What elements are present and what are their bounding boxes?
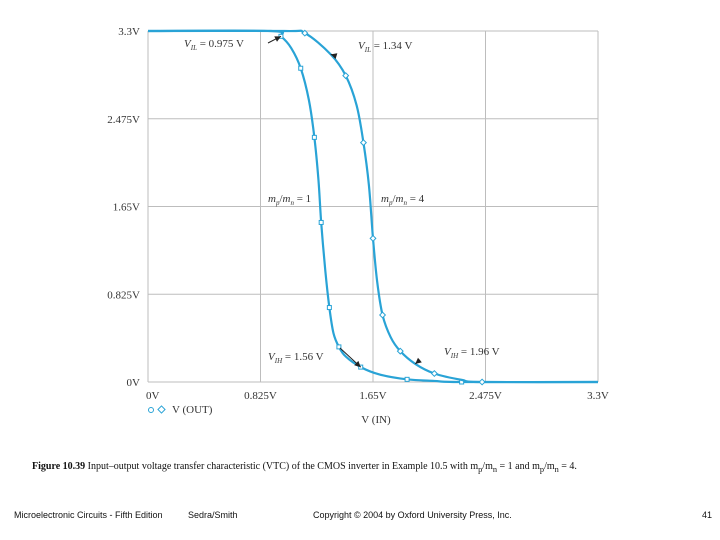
y-tick-label: 0.825V (107, 289, 140, 301)
data-marker-diamond (342, 72, 350, 80)
x-tick-labels: 0V 0.825V 1.65V 2.475V 3.3V (146, 390, 609, 402)
grid-lines (147, 30, 599, 383)
annotation-arrowhead-icon (415, 357, 422, 364)
caption-text: /m (482, 461, 493, 472)
caption-figure-number: Figure 10.39 (32, 461, 86, 472)
y-tick-label: 0V (127, 377, 141, 389)
data-marker-diamond (478, 378, 486, 386)
data-marker-square (326, 305, 332, 311)
data-marker-diamond (430, 369, 438, 378)
caption-text: Input–output voltage transfer characteri… (85, 461, 479, 472)
threshold-annotation: VIH = 1.96 V (444, 346, 500, 360)
caption-text: = 4. (558, 461, 577, 472)
annotation-arrowhead-icon (274, 36, 281, 42)
legend: V (OUT) (148, 404, 213, 416)
x-tick-label: 3.3V (587, 390, 609, 402)
annotation-arrowhead-icon (330, 53, 338, 60)
data-marker-square (404, 376, 410, 382)
caption-sub: n (492, 465, 498, 474)
caption-sub: p (539, 465, 545, 474)
data-marker-diamond (379, 311, 387, 319)
caption-text: = 1 and m (497, 461, 540, 472)
y-tick-label: 1.65V (113, 202, 140, 214)
x-axis-label: V (IN) (361, 414, 391, 426)
x-tick-label: 1.65V (359, 390, 386, 402)
threshold-annotation: VIL = 1.34 V (358, 40, 412, 54)
x-tick-label: 0.825V (244, 390, 277, 402)
legend-label: V (OUT) (172, 404, 213, 416)
footer-book-title: Microelectronic Circuits - Fifth Edition (14, 510, 163, 520)
vtc-curve-2 (147, 29, 599, 384)
footer-authors: Sedra/Smith (188, 510, 238, 520)
data-marker-diamond (359, 139, 367, 147)
data-marker-diamond (396, 347, 404, 355)
caption-sub: p (478, 465, 483, 474)
y-tick-label: 2.475V (107, 114, 140, 126)
vtc-chart: 0V 0.825V 1.65V 2.475V 3.3V 0V 0.825V 1.65V 2.4… (107, 26, 609, 426)
x-tick-label: 2.475V (469, 390, 502, 402)
annotation-arrowhead-icon (354, 360, 361, 368)
data-marker-diamond (369, 234, 377, 242)
legend-marker-square-icon (148, 407, 154, 413)
caption-sub: n (554, 465, 559, 474)
data-marker-square (311, 134, 317, 140)
data-marker-square (298, 65, 304, 71)
curve-labels: mp/mn = 1 mp/mn = 4 (268, 193, 425, 207)
threshold-annotation: VIL = 0.975 V (184, 38, 244, 52)
x-tick-label: 0V (146, 390, 160, 402)
data-marker-square (336, 344, 342, 350)
data-marker-diamond (301, 29, 309, 37)
caption-text: /m (544, 461, 555, 472)
threshold-annotation: VIH = 1.56 V (268, 351, 324, 365)
curve-ratio-label: mp/mn = 4 (381, 193, 425, 207)
data-marker-square (318, 219, 324, 225)
curve-ratio-label: mp/mn = 1 (268, 193, 311, 207)
y-tick-label: 3.3V (118, 26, 140, 38)
footer-copyright: Copyright © 2004 by Oxford University Pr… (313, 510, 512, 520)
threshold-annotations: VIL = 0.975 V VIL = 1.34 V VIH = 1.56 V VIH… (184, 35, 500, 368)
y-tick-labels: 0V 0.825V 1.65V 2.475V 3.3V (107, 26, 140, 389)
footer-page-number: 41 (702, 510, 713, 520)
legend-marker-diamond-icon (157, 405, 166, 414)
figure-caption: Figure 10.39 Input–output voltage transf… (32, 461, 577, 474)
